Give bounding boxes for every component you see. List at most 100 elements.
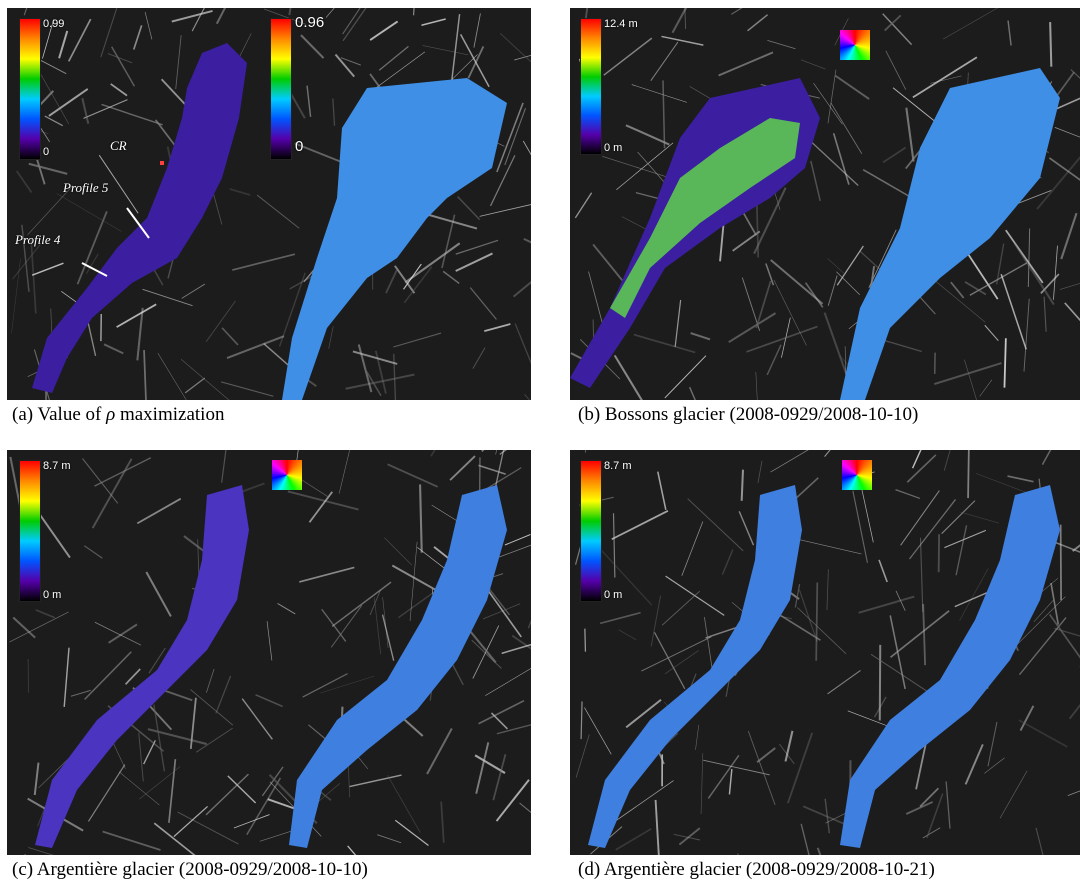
terrain-ridge — [999, 770, 1028, 819]
terrain-ridge — [661, 590, 701, 626]
terrain-ridge — [836, 271, 861, 296]
terrain-ridge — [523, 237, 531, 244]
terrain-ridge — [306, 85, 312, 117]
panel-a-image: 0.99 0 0.96 0 CR Profile 5 Profile 4 — [7, 8, 531, 400]
terrain-ridge — [35, 609, 56, 619]
terrain-ridge — [631, 84, 688, 103]
terrain-ridge — [519, 802, 531, 814]
terrain-ridge — [1018, 719, 1068, 748]
terrain-ridge — [229, 188, 251, 196]
terrain-ridge — [687, 498, 744, 552]
terrain-ridge — [926, 793, 944, 839]
panel-d-direction-wheel — [842, 460, 872, 490]
terrain-ridge — [175, 35, 182, 90]
terrain-ridge — [908, 499, 957, 560]
terrain-ridge — [490, 712, 508, 730]
terrain-ridge — [802, 805, 845, 825]
terrain-ridge — [267, 798, 295, 810]
caption-a: (a) Value of ρ maximization — [12, 404, 224, 426]
terrain-ridge — [1048, 157, 1080, 181]
terrain-ridge — [1040, 273, 1060, 294]
annotation-profile-4: Profile 4 — [15, 232, 61, 247]
terrain-ridge — [421, 18, 446, 26]
terrain-ridge — [580, 701, 583, 740]
terrain-ridge — [233, 814, 270, 829]
terrain-ridge — [650, 41, 679, 81]
terrain-ridge — [784, 730, 794, 762]
terrain-ridge — [196, 727, 233, 753]
terrain-ridge — [868, 229, 897, 288]
terrain-ridge — [377, 834, 402, 844]
terrain-ridge — [738, 511, 755, 546]
terrain-ridge — [457, 196, 481, 221]
terrain-ridge — [409, 541, 418, 621]
terrain-ridge — [889, 615, 906, 690]
terrain-ridge — [611, 510, 669, 541]
terrain-ridge — [139, 766, 181, 800]
terrain-ridge — [882, 146, 907, 164]
terrain-ridge — [382, 597, 389, 649]
glacier-c-left — [35, 485, 249, 848]
terrain-ridge — [394, 265, 416, 294]
terrain-ridge — [633, 333, 696, 354]
terrain-ridge — [684, 8, 686, 30]
terrain-ridge — [827, 275, 838, 306]
terrain-ridge — [459, 33, 490, 88]
terrain-ridge — [227, 775, 257, 804]
terrain-ridge — [1067, 790, 1080, 796]
glacier-d-right — [840, 485, 1060, 848]
terrain-ridge — [70, 689, 91, 697]
terrain-ridge — [297, 476, 328, 497]
terrain-ridge — [766, 344, 782, 376]
terrain-ridge — [995, 243, 1005, 285]
terrain-ridge — [895, 590, 906, 611]
terrain-ridge — [191, 8, 205, 32]
terrain-ridge — [950, 281, 965, 299]
terrain-ridge — [385, 269, 398, 294]
terrain-ridge — [1070, 69, 1080, 79]
panel-a-left-colorbar — [19, 18, 41, 160]
terrain-ridge — [527, 619, 531, 629]
panel-b-direction-wheel — [840, 30, 870, 60]
terrain-ridge — [373, 597, 382, 655]
panel-a-glaciers — [32, 43, 507, 400]
terrain-ridge — [654, 799, 660, 855]
terrain-ridge — [338, 450, 350, 494]
terrain-ridge — [441, 214, 456, 269]
terrain-ridge — [83, 545, 103, 559]
terrain-ridge — [144, 11, 153, 40]
terrain-ridge — [767, 40, 796, 50]
terrain-ridge — [473, 13, 481, 48]
glacier-b-left-hot — [610, 118, 800, 318]
terrain-ridge — [181, 283, 206, 299]
terrain-ridge — [688, 386, 696, 400]
terrain-ridge — [100, 8, 118, 58]
panel-a-right-colorbar — [270, 18, 292, 160]
terrain-ridge — [511, 634, 531, 650]
terrain-ridge — [85, 253, 99, 275]
terrain-ridge — [1023, 298, 1030, 372]
terrain-ridge — [287, 490, 359, 511]
terrain-ridge — [484, 323, 511, 332]
terrain-ridge — [98, 154, 139, 214]
terrain-ridge — [1013, 242, 1055, 306]
terrain-ridge — [1068, 703, 1080, 720]
terrain-ridge — [613, 780, 674, 823]
terrain-ridge — [206, 668, 215, 693]
terrain-ridge — [964, 743, 984, 785]
glacier-d-left — [588, 485, 802, 848]
terrain-ridge — [308, 491, 333, 523]
terrain-ridge — [347, 765, 351, 798]
terrain-ridge — [600, 549, 653, 606]
terrain-ridge — [504, 107, 527, 166]
terrain-ridge — [661, 35, 704, 46]
terrain-ridge — [919, 537, 924, 613]
terrain-ridge — [205, 773, 249, 816]
terrain-ridge — [347, 845, 357, 855]
terrain-ridge — [124, 668, 141, 685]
terrain-ridge — [349, 774, 402, 788]
terrain-ridge — [11, 258, 21, 334]
terrain-ridge — [369, 590, 381, 616]
terrain-ridge — [103, 343, 124, 355]
terrain-ridge — [320, 675, 375, 694]
